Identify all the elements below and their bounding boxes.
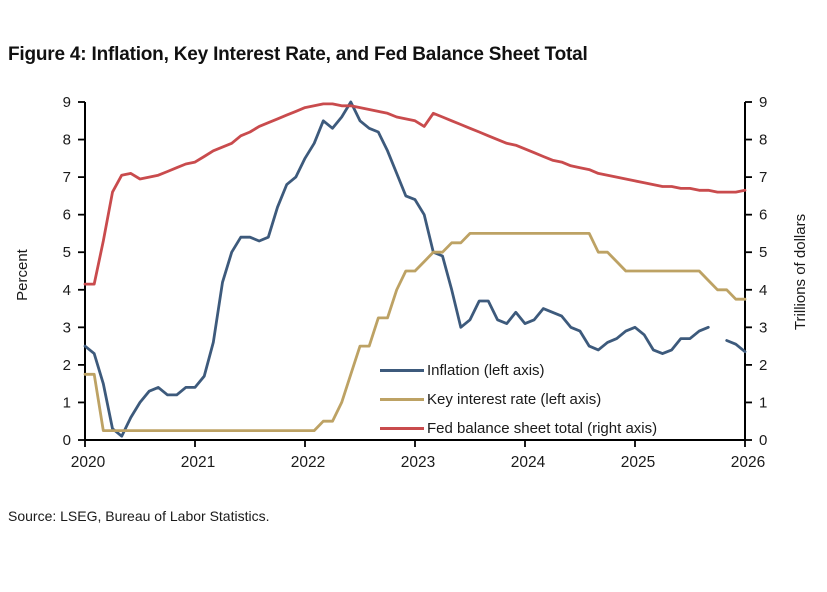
series-line-key-interest-rate	[83, 232, 747, 432]
x-axis-tick-label: 2024	[511, 454, 546, 471]
left-axis-tick-label: 1	[63, 394, 71, 411]
fed-balance-sheet-line-swatch	[380, 427, 424, 430]
inflation-line-swatch	[380, 369, 424, 372]
right-axis-tick-label: 4	[759, 282, 767, 299]
left-axis-title: Percent	[14, 249, 31, 301]
right-axis-tick-label: 9	[759, 94, 767, 111]
x-axis-tick-label: 2023	[401, 454, 435, 471]
x-axis-tick-label: 2020	[71, 454, 106, 471]
x-axis-tick-label: 2026	[731, 454, 765, 471]
key-interest-rate-line-swatch	[380, 398, 424, 401]
legend-label-key-interest-rate: Key interest rate (left axis)	[427, 391, 602, 408]
right-axis-tick-label: 2	[759, 357, 767, 374]
left-axis-tick-label: 6	[63, 207, 71, 224]
left-axis-tick-label: 7	[63, 169, 71, 186]
legend-item-fed-balance-sheet: Fed balance sheet total (right axis)	[380, 414, 657, 443]
legend-item-inflation: Inflation (left axis)	[380, 356, 657, 385]
right-axis-tick-label: 6	[759, 207, 767, 224]
left-axis-tick-label: 3	[63, 319, 71, 336]
x-axis-tick-label: 2022	[291, 454, 325, 471]
x-axis-tick-label: 2025	[621, 454, 655, 471]
legend-label-fed-balance-sheet: Fed balance sheet total (right axis)	[427, 420, 658, 437]
left-axis-tick-label: 9	[63, 94, 71, 111]
right-axis-tick-label: 1	[759, 394, 767, 411]
right-axis-tick-label: 8	[759, 132, 767, 149]
series-line-inflation	[83, 100, 747, 438]
right-axis-tick-label: 7	[759, 169, 767, 186]
left-axis-tick-label: 4	[63, 282, 71, 299]
right-axis-tick-label: 5	[759, 244, 767, 261]
legend-label-inflation: Inflation (left axis)	[427, 362, 545, 379]
left-axis-tick-label: 5	[63, 244, 71, 261]
figure-title: Figure 4: Inflation, Key Interest Rate, …	[8, 44, 588, 65]
right-axis-tick-label: 3	[759, 319, 767, 336]
right-axis-title: Trillions of dollars	[792, 213, 809, 331]
left-axis-tick-label: 2	[63, 357, 71, 374]
left-axis-tick-label: 8	[63, 132, 71, 149]
series-line-fed-balance-sheet	[83, 102, 747, 286]
x-axis-tick-label: 2021	[181, 454, 215, 471]
right-axis-tick-label: 0	[759, 432, 767, 449]
legend: Inflation (left axis) Key interest rate …	[380, 356, 657, 443]
source-note: Source: LSEG, Bureau of Labor Statistics…	[8, 508, 270, 524]
legend-item-key-interest-rate: Key interest rate (left axis)	[380, 385, 657, 414]
left-axis-tick-label: 0	[63, 432, 71, 449]
